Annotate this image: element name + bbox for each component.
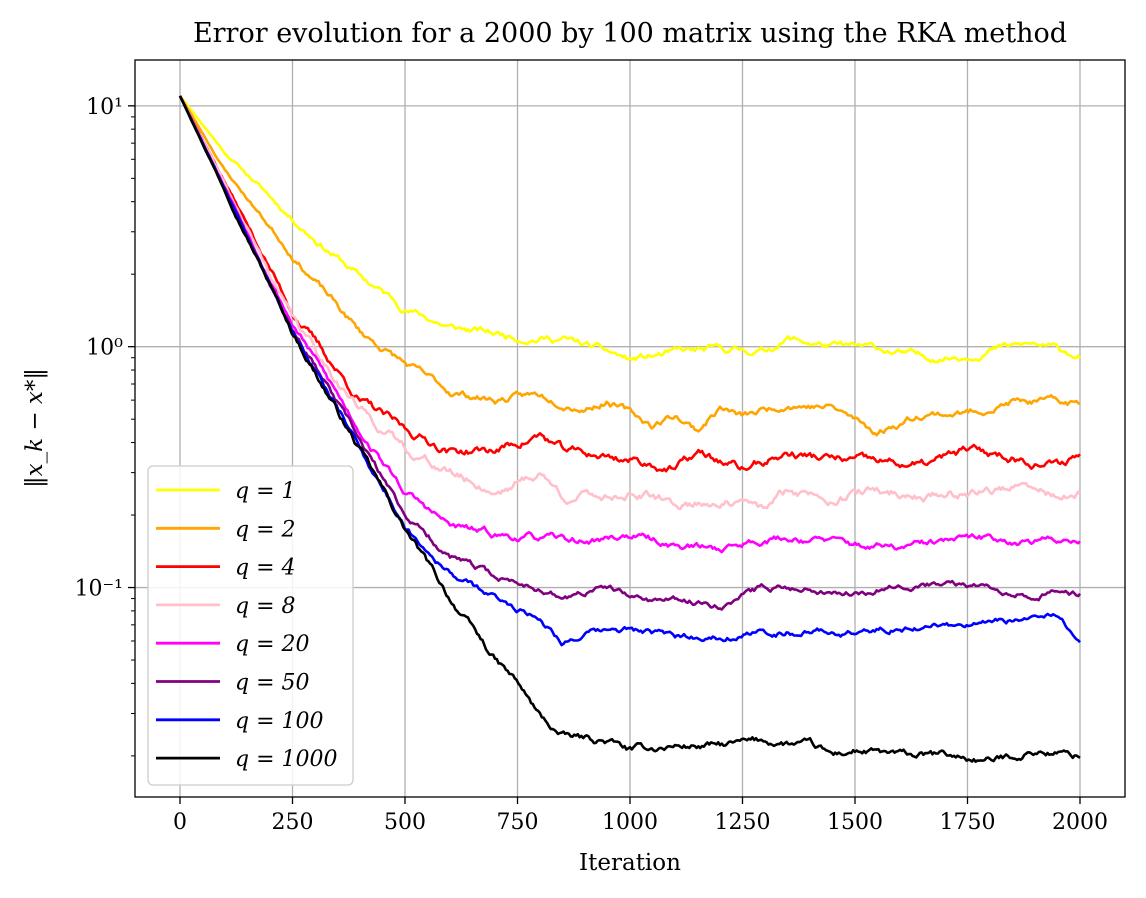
x-tick-label: 1750 [940, 810, 996, 835]
legend-label: q = 100 [235, 709, 324, 734]
legend-label: q = 20 [235, 632, 310, 657]
series-line [178, 95, 1081, 763]
axis-ticks: 0 250 500 750 1000 1250 1500 1750 2000 10¹ 10⁰ 10⁻¹ [75, 95, 1108, 835]
plot-lines [178, 95, 1082, 763]
chart-title: Error evolution for a 2000 by 100 matrix… [193, 18, 1067, 49]
y-tick-label: 10¹ [86, 95, 123, 120]
legend-label: q = 1000 [235, 747, 338, 772]
legend-label: q = 4 [235, 556, 296, 581]
legend-box [147, 465, 354, 786]
x-tick-label: 1000 [602, 810, 658, 835]
x-tick-label: 2000 [1052, 810, 1108, 835]
legend-label: q = 2 [235, 517, 296, 542]
series-line [178, 95, 1082, 364]
y-tick-label: 10⁻¹ [75, 577, 123, 602]
legend: q = 1 q = 2 q = 4 q = 8 q = 20 q = 50 q = 100 q… [147, 465, 354, 786]
x-tick-label: 1250 [715, 810, 771, 835]
x-tick-label: 750 [497, 810, 539, 835]
y-tick-label: 10⁰ [86, 336, 123, 361]
x-tick-label: 500 [384, 810, 426, 835]
legend-label: q = 1 [235, 479, 296, 504]
series-line [178, 95, 1081, 554]
series-line [178, 95, 1081, 473]
x-tick-label: 0 [173, 810, 187, 835]
series-line [178, 95, 1082, 611]
x-tick-label: 1500 [827, 810, 883, 835]
x-axis-label: Iteration [579, 850, 681, 876]
legend-label: q = 8 [235, 594, 296, 619]
series-line [178, 95, 1081, 511]
y-axis-label: ‖x_k − x*‖ [22, 368, 48, 488]
legend-label: q = 50 [235, 671, 310, 696]
x-tick-label: 250 [272, 810, 314, 835]
series-line [178, 95, 1081, 437]
